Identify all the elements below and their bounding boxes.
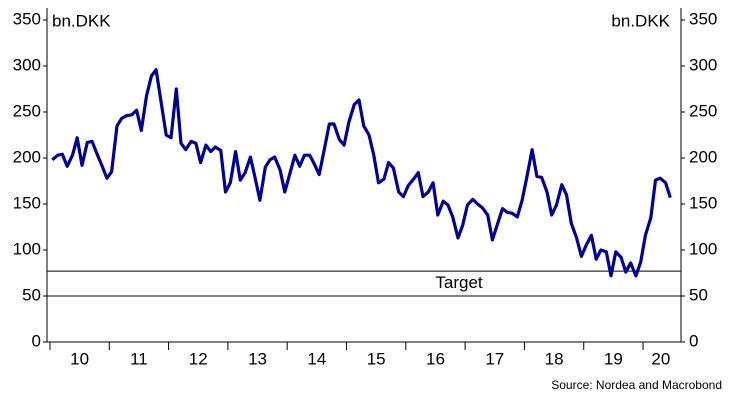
y2-axis-label: bn.DKK [611, 11, 670, 30]
data-line [51, 68, 672, 278]
y2-tick-label: 100 [689, 239, 717, 258]
y2-tick-label: 350 [689, 9, 717, 28]
y-axis-label: bn.DKK [52, 11, 111, 30]
y-tick-label: 300 [13, 55, 41, 74]
y-tick-label: 250 [13, 101, 41, 120]
x-tick-label: 18 [545, 349, 564, 368]
x-tick-label: 13 [248, 349, 267, 368]
x-tick-label: 17 [485, 349, 504, 368]
x-tick-label: 14 [307, 349, 326, 368]
y-tick-label: 350 [13, 9, 41, 28]
x-tick-label: 16 [426, 349, 445, 368]
target-label: Target [435, 273, 483, 292]
x-tick-label: 15 [367, 349, 386, 368]
y-tick-label: 200 [13, 147, 41, 166]
y-tick-label: 100 [13, 239, 41, 258]
y2-tick-label: 250 [689, 101, 717, 120]
x-tick-label: 11 [130, 349, 148, 368]
y-tick-label: 0 [32, 331, 41, 350]
source: Source: Nordea and Macrobond [551, 378, 722, 392]
x-tick-label: 19 [604, 349, 623, 368]
y2-tick-label: 0 [689, 331, 698, 350]
x-tick-label: 10 [70, 349, 89, 368]
x-tick-label: 20 [651, 349, 670, 368]
y2-tick-label: 50 [689, 285, 708, 304]
y-tick-label: 50 [22, 285, 41, 304]
y2-tick-label: 300 [689, 55, 717, 74]
y-tick-label: 150 [13, 193, 41, 212]
y2-tick-label: 150 [689, 193, 717, 212]
x-tick-label: 12 [189, 349, 208, 368]
y2-tick-label: 200 [689, 147, 717, 166]
